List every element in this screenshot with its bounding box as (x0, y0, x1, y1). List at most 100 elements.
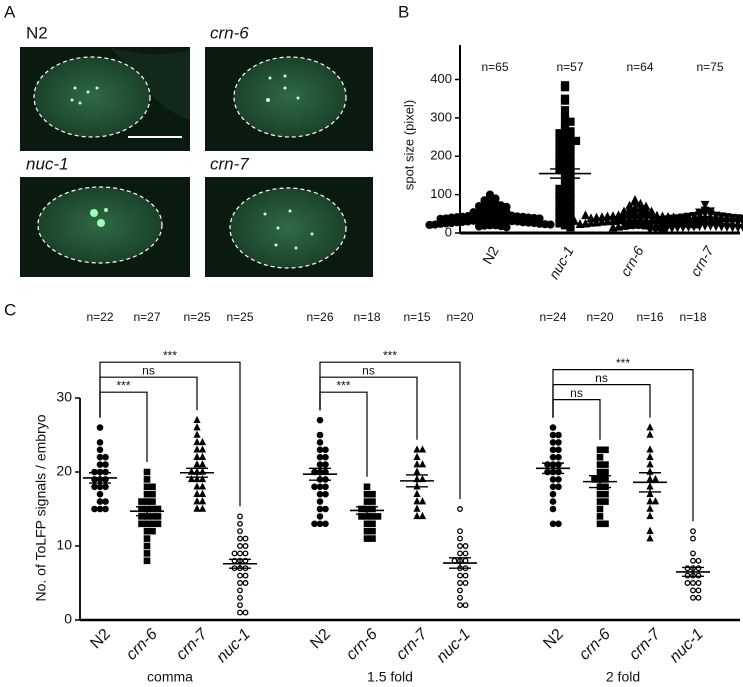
dot (603, 216, 612, 226)
dot (193, 497, 201, 505)
micrograph (205, 177, 373, 277)
dot (618, 218, 627, 227)
significance-bracket (319, 361, 461, 499)
dot (684, 580, 691, 586)
dot (193, 489, 201, 497)
dot (614, 221, 623, 231)
dot (193, 430, 201, 438)
dot (193, 504, 201, 512)
dot (684, 572, 691, 579)
dot (549, 439, 557, 446)
panel-label: B (398, 2, 409, 21)
dot (413, 489, 421, 497)
dot (316, 446, 324, 454)
y-tick-label: 0 (445, 224, 452, 239)
dot (143, 520, 151, 528)
dot (646, 497, 654, 505)
dot (102, 453, 109, 461)
dot (316, 520, 324, 528)
dot (602, 468, 609, 476)
dot (96, 498, 104, 505)
dot (322, 446, 329, 454)
dot (413, 504, 421, 512)
y-tick-label: 10 (56, 537, 72, 553)
dot (322, 453, 329, 461)
dot (316, 416, 324, 424)
dot (646, 423, 654, 431)
dot (237, 550, 243, 557)
x-tick-label: crn-6 (343, 626, 381, 664)
dot (667, 224, 677, 234)
dot (555, 483, 562, 491)
dot (673, 223, 682, 233)
dot (646, 452, 654, 460)
dot (733, 218, 743, 228)
dot (369, 520, 376, 528)
dot (728, 223, 737, 233)
dot (242, 609, 249, 616)
dot (549, 498, 557, 505)
dot (322, 490, 329, 498)
dot (560, 83, 570, 92)
n-label: n=22 (86, 310, 113, 324)
y-tick-label: 30 (56, 389, 72, 405)
dot (149, 490, 156, 498)
dot (413, 497, 421, 505)
dot (231, 550, 238, 557)
dot (138, 513, 145, 520)
dot (316, 453, 324, 461)
dot (549, 483, 557, 491)
dot (316, 513, 324, 520)
dot (690, 557, 696, 564)
n-label: n=18 (679, 310, 706, 324)
dot (237, 587, 243, 594)
dot (602, 483, 609, 491)
dot (413, 445, 421, 453)
dot (570, 216, 579, 225)
x-tick-label: crn-6 (123, 626, 161, 664)
dot (596, 505, 604, 513)
significance-bracket (99, 361, 241, 507)
dot (198, 504, 207, 512)
dot (363, 535, 371, 542)
dot (656, 219, 666, 229)
image-label: nuc-1 (26, 154, 69, 173)
dot (651, 219, 660, 229)
micrograph (20, 47, 190, 151)
y-tick-label: 20 (56, 463, 72, 479)
x-tick-label: N2 (307, 626, 334, 653)
dot (457, 587, 463, 594)
dot (596, 468, 604, 476)
dot (237, 543, 243, 549)
dot (242, 580, 249, 586)
x-tick-label: nuc-1 (666, 626, 706, 666)
dot (560, 96, 570, 105)
significance-bracket (552, 384, 651, 418)
dot (646, 489, 654, 497)
dot (242, 535, 249, 542)
y-tick-label: 100 (430, 186, 452, 201)
dot (425, 220, 434, 230)
dot (149, 483, 156, 491)
n-label: n=15 (403, 310, 430, 324)
dot (316, 431, 324, 439)
dot (237, 609, 243, 616)
dot (193, 474, 201, 483)
dot (555, 439, 562, 446)
dot (413, 452, 421, 460)
significance-label: ns (570, 386, 583, 400)
dot (634, 220, 644, 230)
dot (413, 467, 421, 475)
dot (237, 513, 243, 520)
n-label: n=20 (446, 310, 473, 324)
dot (739, 224, 743, 233)
dot (237, 594, 243, 601)
dot (646, 504, 654, 512)
dot (717, 222, 726, 232)
dot (96, 461, 104, 468)
dot (581, 210, 590, 220)
dot (678, 223, 688, 233)
n-label: n=27 (133, 310, 160, 324)
dot (316, 439, 324, 446)
image-label: crn-7 (210, 154, 249, 173)
